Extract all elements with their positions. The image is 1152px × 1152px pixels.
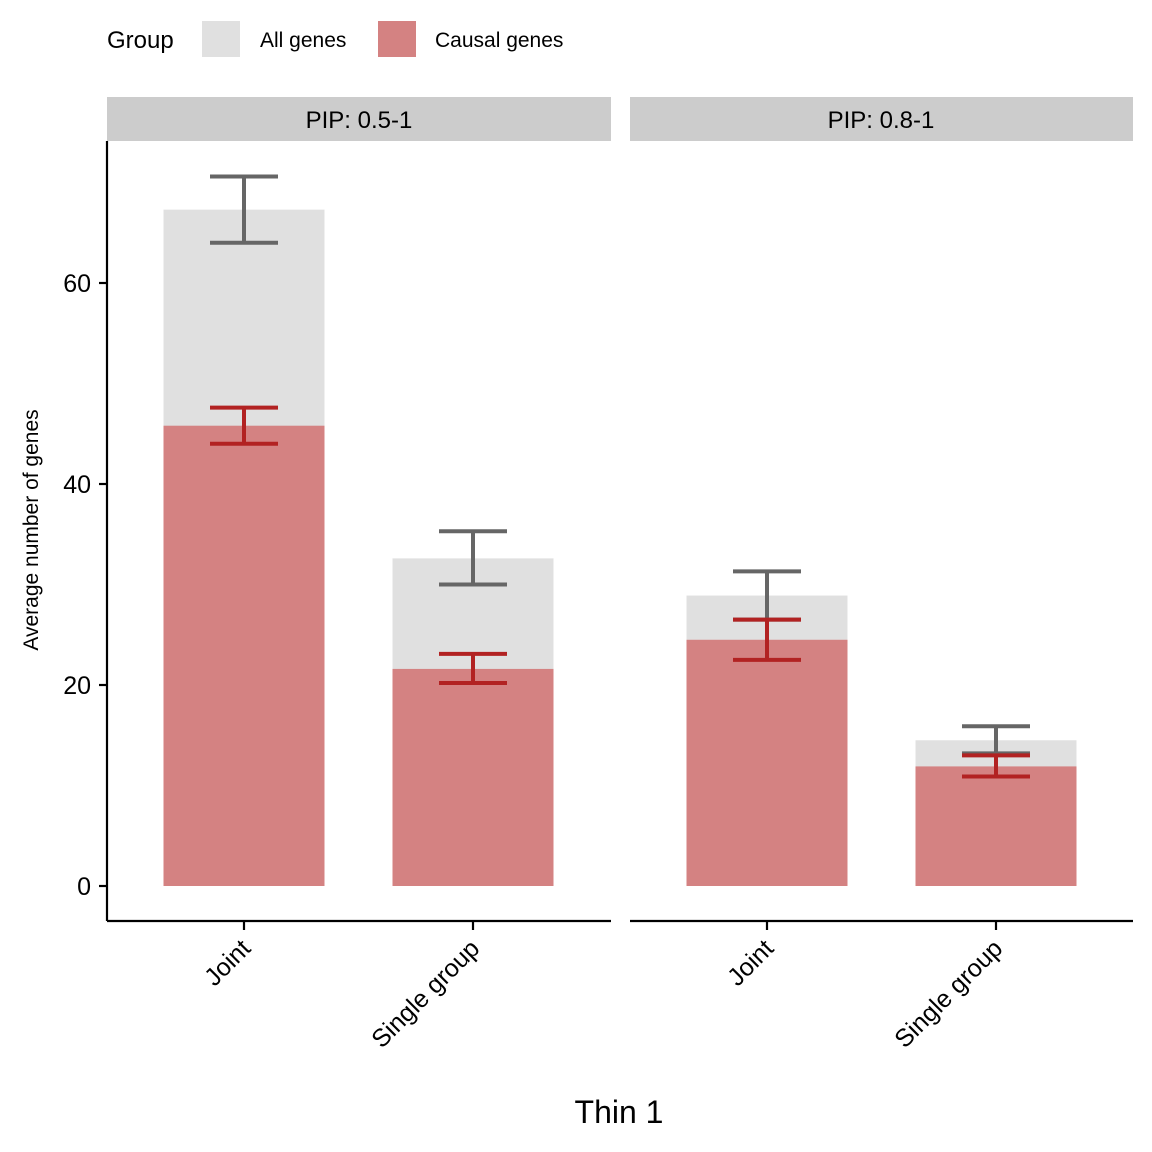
error-bar-causal-genes (210, 405, 278, 446)
y-axis-label: Average number of genes (20, 409, 43, 650)
bar-causal-genes (686, 639, 848, 886)
y-tick-label: 0 (77, 873, 91, 901)
legend-swatch-causal-genes (378, 21, 416, 57)
bar-causal-genes (392, 668, 554, 886)
panel-0-x-ticks: Joint Single group (199, 921, 485, 1054)
legend-label-causal-genes: Causal genes (435, 29, 563, 52)
bar-causal-genes (915, 766, 1077, 886)
panel-0-bars (163, 174, 554, 886)
facet-label-1: PIP: 0.8-1 (828, 107, 935, 134)
error-bar-all-genes (210, 174, 278, 245)
x-axis-label: Thin 1 (575, 1094, 664, 1130)
panel-1-bars (686, 569, 1077, 886)
facet-label-0: PIP: 0.5-1 (306, 107, 413, 134)
x-tick-label: Single group (366, 934, 485, 1053)
legend-label-all-genes: All genes (260, 29, 346, 52)
bar-causal-genes (163, 425, 325, 886)
facet-strip-1 (630, 97, 1133, 141)
error-bar-causal-genes (962, 753, 1030, 779)
error-bar-causal-genes (439, 651, 507, 685)
y-tick-label: 20 (63, 672, 91, 700)
y-axis-ticks: 0 20 40 60 (63, 270, 107, 901)
legend-title: Group (107, 27, 174, 54)
error-bar-all-genes (439, 529, 507, 587)
panel-pip-0-8-1: PIP: 0.8-1 Joint Single group (630, 97, 1133, 1054)
error-bar-causal-genes (733, 617, 801, 662)
y-tick-label: 60 (63, 270, 91, 298)
legend: Group All genes Causal genes (107, 21, 563, 57)
legend-swatch-all-genes (202, 21, 240, 57)
x-tick-label: Joint (722, 934, 779, 991)
x-tick-label: Joint (199, 934, 256, 991)
x-tick-label: Single group (889, 934, 1008, 1053)
y-tick-label: 40 (63, 471, 91, 499)
error-bar-all-genes (962, 724, 1030, 756)
panel-1-x-ticks: Joint Single group (722, 921, 1008, 1054)
facet-strip-0 (107, 97, 611, 141)
panel-pip-0-5-1: PIP: 0.5-1 Joint Single group (107, 97, 611, 1054)
